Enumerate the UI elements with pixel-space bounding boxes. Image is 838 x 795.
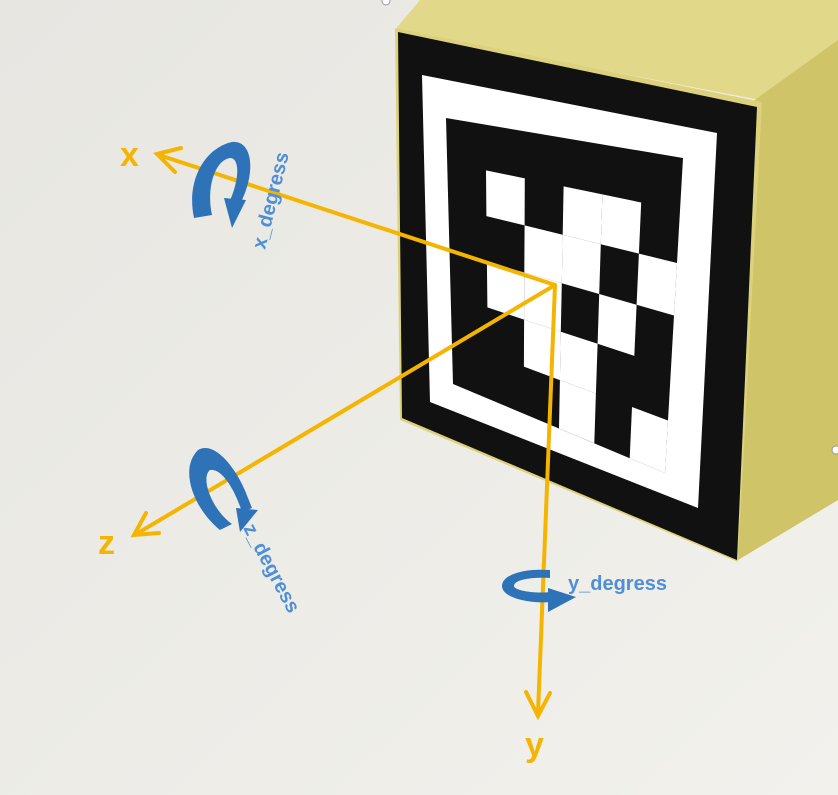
- x-rotation-arrow-icon: [192, 141, 251, 228]
- marker-cell: [636, 253, 677, 316]
- cube-side-face: [738, 40, 838, 560]
- x-axis-line: [160, 154, 557, 287]
- marker-cell: [559, 380, 596, 444]
- selection-handle-top: [381, 0, 391, 6]
- z-axis-arrowhead: [130, 511, 161, 538]
- y-rotation-label: y_degress: [568, 573, 667, 595]
- cube-top-face: [395, 0, 838, 100]
- x-axis-arrowhead: [153, 146, 183, 174]
- y-rotation-arrow-icon: [502, 569, 576, 612]
- marker-cell: [486, 261, 525, 320]
- selection-handle-right: [831, 445, 838, 455]
- y-axis-line: [536, 283, 557, 715]
- marker-cells: [486, 170, 677, 473]
- y-axis-label: y: [525, 726, 544, 764]
- marker-cell: [561, 234, 601, 294]
- marker-cell: [524, 225, 563, 284]
- z-rotation-arrow-icon: [189, 448, 258, 532]
- aruco-marker: [398, 32, 757, 560]
- marker-cell: [559, 331, 598, 394]
- marker-cell: [597, 294, 637, 356]
- z-axis-label: z: [98, 524, 115, 562]
- marker-cell: [486, 170, 525, 226]
- marker-cell: [562, 186, 603, 245]
- marker-cell: [629, 407, 668, 473]
- y-axis-arrowhead: [524, 690, 552, 721]
- marker-cell: [600, 194, 642, 254]
- x-axis-label: x: [120, 136, 139, 174]
